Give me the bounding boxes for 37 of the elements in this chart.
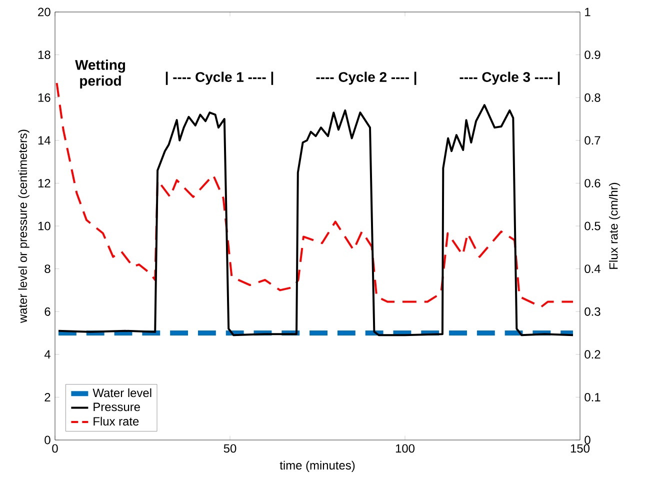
y-tick-label: 8 (44, 264, 50, 274)
y-tick-label: 10 (38, 222, 50, 230)
y-tick-label: 14 (38, 136, 50, 145)
x-tick-label: 150 (570, 444, 590, 453)
y-tick-label: 6 (44, 307, 50, 316)
y-tick-label: 20 (38, 8, 50, 16)
legend-label: Water level (92, 388, 152, 398)
legend-label: Pressure (94, 402, 140, 412)
y2-axis-title: Flux rate (cm/hr) (608, 182, 620, 269)
y2-tick-label: 0 (584, 436, 590, 444)
y2-tick-label: 0.4 (584, 264, 600, 274)
annotation: | ---- Cycle 1 ---- | (166, 72, 274, 85)
y-tick-label: 18 (38, 50, 50, 60)
x-tick-label: 100 (396, 444, 415, 453)
y-tick-label: 4 (44, 350, 50, 359)
y-tick-label: 12 (38, 179, 50, 188)
y-tick-label: 0 (44, 436, 50, 444)
y2-tick-label: 0.6 (584, 178, 600, 188)
y2-tick-label: 0.5 (584, 222, 600, 230)
y-tick-label: 16 (38, 93, 50, 102)
annotation: ---- Cycle 3 ---- | (460, 72, 560, 85)
annotation: Wetting period (75, 60, 126, 89)
y2-tick-label: 1 (585, 8, 590, 16)
y2-tick-label: 0.2 (584, 350, 600, 359)
x-axis-title: time (minutes) (280, 460, 355, 472)
y2-tick-label: 0.7 (584, 136, 600, 145)
y-axis-title: water level or pressure (centimeters) (18, 130, 30, 324)
y2-tick-label: 0.9 (584, 50, 600, 60)
y2-tick-label: 0.3 (584, 307, 600, 316)
x-tick-label: 0 (52, 444, 58, 453)
legend-label: Flux rate (94, 416, 139, 426)
y-tick-label: 2 (44, 393, 50, 402)
line-series (58, 104, 574, 336)
annotation: ---- Cycle 2 ---- | (316, 72, 416, 85)
y2-tick-label: 0.8 (584, 93, 600, 102)
x-tick-label: 50 (224, 444, 236, 453)
y2-tick-label: 0.1 (584, 392, 600, 402)
